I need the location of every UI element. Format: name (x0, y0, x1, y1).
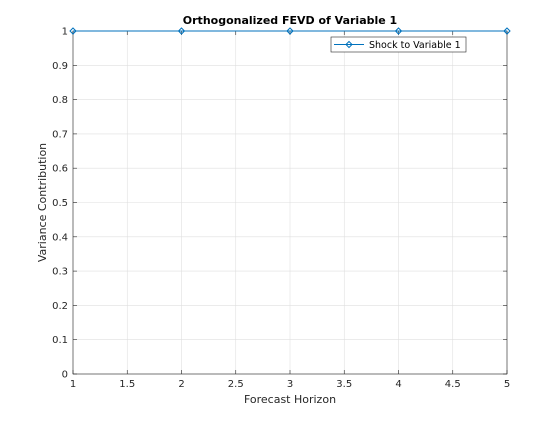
x-tick-label: 1.5 (119, 379, 135, 390)
x-axis-label: Forecast Horizon (244, 393, 336, 406)
y-tick-label: 0.2 (52, 301, 68, 312)
x-tick-label: 2.5 (228, 379, 244, 390)
y-tick-label: 0.7 (52, 129, 68, 140)
y-axis-label: Variance Contribution (36, 143, 49, 262)
grid-lines (72, 30, 508, 375)
x-tick-label: 5 (504, 379, 510, 390)
legend: Shock to Variable 1 (330, 36, 467, 53)
y-tick-label: 0.9 (52, 61, 68, 72)
data-point-marker (177, 27, 186, 35)
x-tick-label: 4 (395, 379, 401, 390)
legend-entry-label: Shock to Variable 1 (369, 40, 461, 51)
y-tick-label: 0 (62, 370, 68, 381)
y-tick-label: 0.5 (52, 198, 68, 209)
data-point-marker (286, 27, 294, 35)
y-tick-label: 1 (62, 27, 68, 38)
x-tick-label: 1 (70, 379, 76, 390)
legend-marker-diamond (345, 40, 353, 49)
legend-box (330, 36, 467, 53)
x-tick-label: 2 (178, 379, 184, 390)
series-layer (69, 27, 511, 35)
y-tick-label: 0.3 (52, 267, 68, 278)
x-tick-label: 4.5 (445, 379, 461, 390)
y-tick-label: 0.1 (52, 335, 68, 346)
y-tick-label: 0.6 (52, 164, 68, 175)
x-tick-label: 3.5 (336, 379, 352, 390)
y-tick-label: 0.8 (52, 95, 68, 106)
data-point-marker (394, 27, 403, 35)
data-point-marker (503, 27, 511, 35)
x-tick-label: 3 (287, 379, 293, 390)
data-point-marker (69, 27, 77, 35)
y-tick-label: 0.4 (52, 232, 68, 243)
chart-title: Orthogonalized FEVD of Variable 1 (183, 14, 397, 27)
axis-ticks: 1 1.5 2 2.5 3 3.5 4 4.5 5 0 0.1 0.2 0.3 0.4 0.5 0.6 0.7 0… (52, 27, 510, 391)
